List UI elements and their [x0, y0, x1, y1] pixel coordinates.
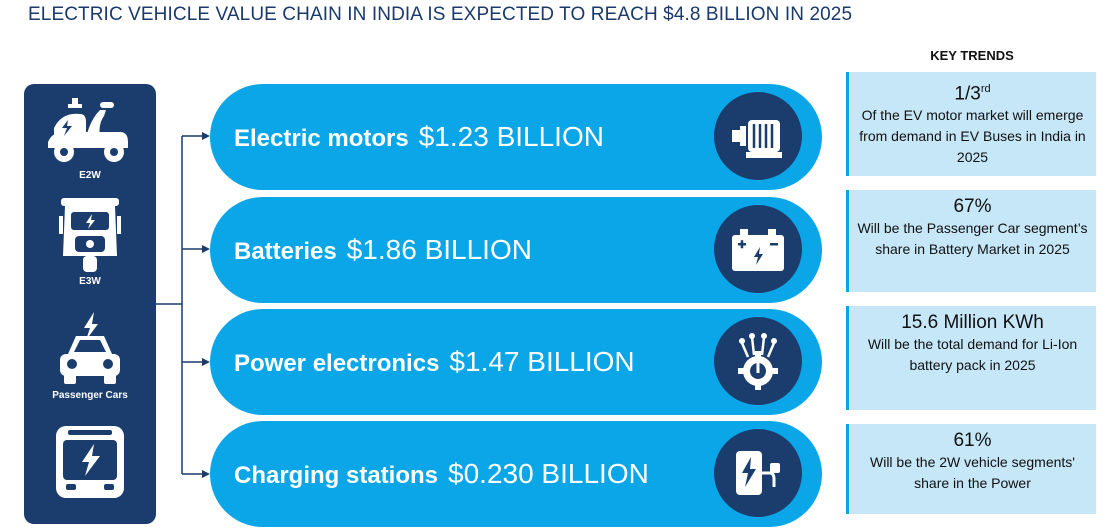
- vehicle-segments-panel: E2W E3W: [24, 84, 156, 524]
- scooter-icon: [24, 98, 156, 168]
- vehicle-passenger-cars: Passenger Cars: [24, 310, 156, 401]
- vehicle-label-e3w: E3W: [79, 276, 101, 287]
- trend-card: 61% Will be the 2W vehicle segments' sha…: [846, 424, 1096, 514]
- segment-value: $0.230 BILLION: [448, 458, 649, 489]
- auto-rickshaw-icon: [24, 196, 156, 274]
- connector-lines: [156, 132, 210, 478]
- vehicle-e3w: E3W: [24, 196, 156, 287]
- bus-icon: [24, 422, 156, 502]
- vehicle-label-passenger-cars: Passenger Cars: [52, 390, 128, 401]
- segment-name: Electric motors: [234, 125, 409, 152]
- trend-value: 1/3rd: [954, 83, 991, 105]
- trend-card: 15.6 Million KWh Will be the total deman…: [846, 306, 1096, 410]
- charging-station-icon: [714, 429, 802, 517]
- segment-charging-stations: Charging stations $0.230 BILLION: [210, 421, 822, 527]
- motor-icon: [714, 92, 802, 180]
- vehicle-label-e2w: E2W: [79, 170, 101, 181]
- page-title: ELECTRIC VEHICLE VALUE CHAIN IN INDIA IS…: [28, 4, 853, 25]
- car-icon: [24, 310, 156, 388]
- key-trends-heading: KEY TRENDS: [930, 48, 1014, 63]
- segment-batteries: Batteries $1.86 BILLION: [210, 197, 822, 303]
- segment-name: Charging stations: [234, 462, 439, 489]
- trend-card: 1/3rd Of the EV motor market will emerge…: [846, 72, 1096, 176]
- trend-text: Will be the total demand for Li-Ion batt…: [867, 336, 1078, 373]
- vehicle-bus: [24, 422, 156, 502]
- vehicle-e2w: E2W: [24, 98, 156, 181]
- trend-text: Will be the Passenger Car segment’s shar…: [857, 220, 1088, 257]
- battery-icon: [714, 205, 802, 293]
- trend-text: Of the EV motor market will emerge from …: [859, 107, 1086, 166]
- trend-value: 67%: [953, 196, 992, 217]
- trend-value: 15.6 Million KWh: [901, 312, 1044, 333]
- trend-text: Will be the 2W vehicle segments' share i…: [870, 454, 1075, 491]
- segment-value: $1.23 BILLION: [418, 121, 604, 152]
- circuit-gear-icon: [714, 317, 802, 405]
- segment-power-electronics: Power electronics $1.47 BILLION: [210, 309, 822, 415]
- segment-name: Power electronics: [234, 350, 440, 377]
- segment-name: Batteries: [234, 238, 337, 265]
- trend-card: 67% Will be the Passenger Car segment’s …: [846, 190, 1096, 292]
- segment-value: $1.86 BILLION: [346, 234, 532, 265]
- segment-electric-motors: Electric motors $1.23 BILLION: [210, 84, 822, 190]
- trend-value: 61%: [953, 430, 992, 451]
- segment-value: $1.47 BILLION: [449, 346, 635, 377]
